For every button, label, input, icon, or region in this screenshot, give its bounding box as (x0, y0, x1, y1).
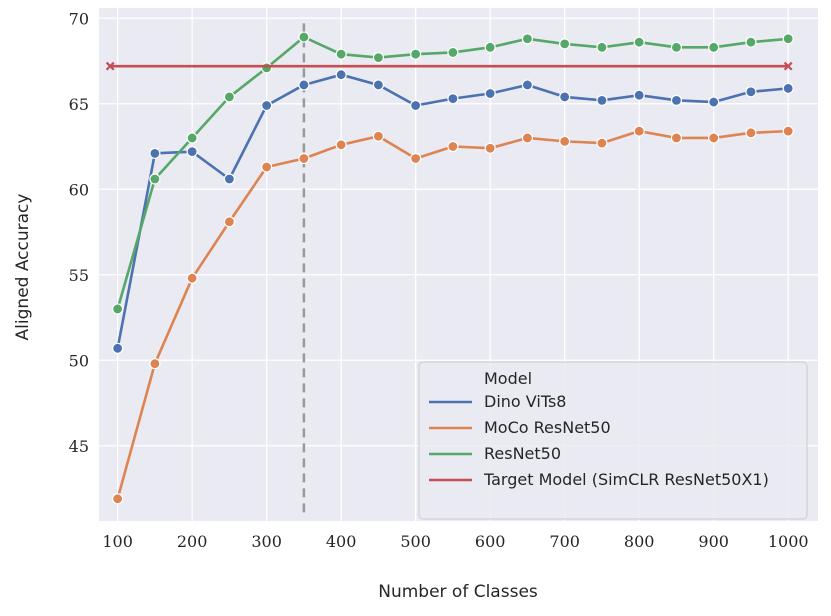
data-point (447, 46, 459, 59)
legend-title: Model (484, 369, 532, 388)
data-point (670, 94, 683, 106)
data-point (186, 146, 198, 158)
data-point (708, 41, 720, 53)
data-point (783, 61, 793, 71)
data-point (670, 41, 683, 53)
x-tick-label: 700 (549, 532, 580, 551)
data-point (298, 79, 310, 91)
data-point (112, 303, 124, 315)
data-point (447, 93, 459, 105)
data-point (372, 130, 385, 142)
data-point (149, 358, 161, 370)
data-point (261, 99, 273, 112)
data-point (521, 33, 534, 45)
data-point (261, 62, 273, 74)
data-point (782, 82, 794, 94)
series-layer (105, 31, 794, 505)
data-point (149, 173, 161, 185)
data-point (410, 99, 422, 112)
data-point (223, 173, 235, 185)
data-point (670, 132, 683, 144)
y-tick-label: 45 (69, 437, 89, 456)
data-point (745, 36, 757, 48)
data-point (335, 69, 347, 81)
data-point (447, 140, 459, 153)
data-point (521, 79, 534, 91)
data-point (596, 94, 608, 106)
data-point (559, 135, 571, 147)
y-tick-label: 65 (69, 95, 89, 114)
data-point (112, 493, 124, 505)
data-point (782, 33, 794, 45)
x-tick-label: 300 (251, 532, 282, 551)
data-point (223, 91, 235, 103)
data-point (559, 91, 571, 103)
data-point (298, 31, 310, 43)
data-point (410, 48, 422, 60)
legend-label: MoCo ResNet50 (484, 418, 611, 437)
series-target-model-simclr-resnet50x1 (105, 61, 793, 71)
legend-box (418, 361, 808, 520)
data-point (372, 79, 385, 91)
data-point (335, 139, 347, 151)
data-point (223, 216, 235, 228)
series-resnet50 (112, 31, 794, 315)
data-point (633, 89, 645, 101)
x-tick-label: 200 (177, 532, 208, 551)
series-dino-vits8 (112, 69, 794, 354)
legend-label: ResNet50 (484, 444, 561, 463)
data-point (782, 125, 794, 137)
data-point (708, 96, 720, 108)
data-point (596, 137, 608, 149)
y-tick-label: 55 (69, 266, 89, 285)
data-point (335, 48, 347, 60)
x-tick-label: 500 (400, 532, 431, 551)
data-point (105, 61, 115, 71)
x-tick-label: 800 (624, 532, 655, 551)
x-axis-label: Number of Classes (378, 582, 538, 602)
data-point (410, 152, 422, 165)
data-point (633, 125, 645, 137)
data-point (633, 36, 645, 48)
legend: Model Dino ViTs8 MoCo ResNet50 ResNet50 Tar… (418, 361, 808, 520)
y-tick-label: 60 (69, 180, 89, 199)
data-point (149, 147, 161, 159)
data-point (745, 86, 757, 98)
data-point (186, 132, 198, 144)
y-tick-label: 50 (69, 351, 89, 370)
y-axis-label: Aligned Accuracy (13, 194, 33, 341)
x-tick-labels: 100 200 300 400 500 600 700 800 900 1000 (102, 532, 808, 551)
data-point (298, 152, 310, 165)
series-moco-resnet50 (112, 125, 794, 505)
data-point (484, 142, 496, 154)
data-point (484, 87, 496, 100)
data-point (186, 272, 198, 284)
data-point (745, 127, 757, 139)
data-point (559, 38, 571, 50)
x-tick-label: 600 (475, 532, 506, 551)
data-point (261, 161, 273, 173)
legend-label: Dino ViTs8 (484, 392, 566, 411)
data-point (596, 41, 608, 53)
x-tick-label: 400 (326, 532, 357, 551)
data-point (372, 51, 385, 64)
x-tick-label: 1000 (768, 532, 809, 551)
data-point (708, 132, 720, 144)
x-tick-label: 100 (102, 532, 133, 551)
data-point (112, 342, 124, 354)
legend-label: Target Model (SimCLR ResNet50X1) (483, 470, 769, 489)
x-tick-label: 900 (698, 532, 729, 551)
y-tick-labels: 45 50 55 60 65 70 (69, 9, 89, 456)
data-point (521, 132, 534, 144)
y-tick-label: 70 (69, 9, 89, 28)
data-point (484, 41, 496, 53)
